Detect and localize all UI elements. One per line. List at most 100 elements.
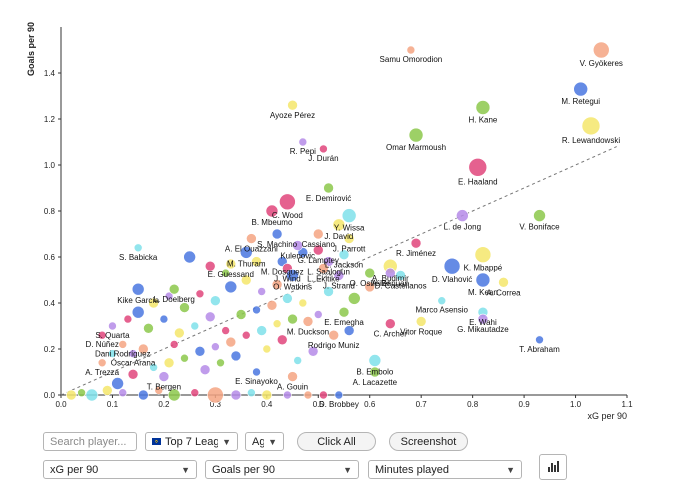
data-point bbox=[108, 349, 117, 358]
data-point bbox=[286, 269, 299, 282]
data-point bbox=[108, 321, 117, 331]
data-point bbox=[247, 388, 256, 398]
data-point bbox=[581, 116, 601, 136]
data-point bbox=[224, 280, 238, 294]
data-point bbox=[168, 283, 180, 295]
point-label: J. Durán bbox=[308, 154, 338, 163]
y-axis-select[interactable]: Goals per 90 ▼ bbox=[205, 460, 359, 479]
data-point bbox=[261, 389, 273, 401]
data-point bbox=[246, 233, 257, 244]
point-label: S. Babicka bbox=[119, 253, 158, 262]
point-label: L. Doelberg bbox=[154, 295, 195, 304]
x-axis-select[interactable]: xG per 90 ▼ bbox=[43, 460, 197, 479]
scatter-chart: 0.0 0.1 0.2 0.3 0.4 0.5 0.6 0.7 0.8 0.9 1.0 1.1 0.0 0… bbox=[26, 22, 633, 421]
data-point bbox=[307, 345, 319, 357]
data-point bbox=[293, 356, 302, 365]
chevron-down-icon: ▼ bbox=[222, 436, 231, 447]
chevron-down-icon: ▼ bbox=[268, 436, 277, 447]
data-point bbox=[292, 240, 303, 251]
point-label: M. Dosquez bbox=[261, 268, 304, 277]
data-point bbox=[533, 209, 546, 222]
data-point bbox=[128, 349, 138, 358]
data-point bbox=[159, 314, 169, 324]
x-tick-label: 1.0 bbox=[570, 400, 582, 409]
data-point bbox=[468, 158, 488, 177]
data-point bbox=[410, 237, 422, 249]
data-point bbox=[271, 228, 283, 240]
x-tick-label: 0.5 bbox=[313, 400, 325, 409]
data-point bbox=[241, 330, 251, 340]
data-point bbox=[252, 305, 261, 315]
point-label: D. Vlahović bbox=[432, 275, 472, 284]
data-point bbox=[65, 389, 77, 401]
point-label: Kulenovic bbox=[280, 252, 315, 261]
search-input[interactable] bbox=[43, 432, 137, 451]
league-select[interactable]: Top 7 Leagues ▼ bbox=[145, 432, 238, 451]
data-point bbox=[235, 309, 247, 320]
age-select[interactable]: Age ▼ bbox=[245, 432, 284, 451]
data-point bbox=[190, 321, 200, 331]
eu-flag-icon bbox=[152, 438, 161, 445]
data-point bbox=[174, 327, 185, 339]
point-label: Óscar Arana bbox=[111, 359, 156, 368]
point-label: V. Gyökeres bbox=[580, 59, 623, 68]
data-point bbox=[347, 292, 361, 305]
screenshot-button[interactable]: Screenshot bbox=[389, 432, 468, 451]
data-point bbox=[475, 100, 491, 115]
data-point bbox=[573, 81, 588, 97]
data-point bbox=[298, 137, 308, 147]
data-point bbox=[312, 244, 324, 256]
data-point bbox=[287, 371, 298, 382]
data-point bbox=[385, 267, 396, 279]
data-point bbox=[230, 350, 242, 362]
click-all-button[interactable]: Click All bbox=[297, 432, 376, 451]
data-point bbox=[341, 208, 357, 223]
x-axis-select-value: xG per 90 bbox=[50, 463, 99, 476]
data-point bbox=[225, 336, 237, 348]
data-point bbox=[240, 274, 252, 286]
data-point bbox=[343, 325, 355, 336]
point-label: A. Barjuan bbox=[372, 279, 409, 288]
screenshot-label: Screenshot bbox=[400, 435, 457, 448]
data-point bbox=[287, 99, 298, 111]
point-label: B. Embolo bbox=[356, 368, 393, 377]
data-point bbox=[183, 250, 196, 264]
size-select-value: Minutes played bbox=[375, 463, 449, 476]
points[interactable] bbox=[65, 41, 610, 404]
data-point bbox=[194, 345, 206, 357]
point-label: L. Ekitike bbox=[307, 275, 340, 284]
data-point bbox=[180, 353, 189, 363]
data-point bbox=[333, 270, 345, 281]
point-labels: V. Gyökeres Samu Omorodion M. Retegui Ayoze… bbox=[85, 55, 623, 409]
data-point bbox=[287, 313, 298, 325]
x-tick-label: 0.8 bbox=[467, 400, 479, 409]
bar-chart-icon[interactable] bbox=[539, 454, 567, 480]
point-label: E. Guessand bbox=[208, 270, 254, 279]
data-point bbox=[204, 260, 216, 272]
data-point bbox=[210, 295, 221, 307]
y-tick-label: 1.4 bbox=[44, 69, 56, 78]
x-tick-label: 0.4 bbox=[261, 400, 273, 409]
point-label: Cassiano bbox=[302, 240, 336, 249]
data-point bbox=[474, 246, 492, 263]
point-label: S. Quarta bbox=[95, 331, 130, 340]
point-label: C. Wood bbox=[272, 211, 303, 220]
point-label: A. Trezza bbox=[85, 368, 119, 377]
data-point bbox=[164, 291, 174, 301]
x-tick-label: 0.7 bbox=[416, 400, 428, 409]
data-point bbox=[143, 322, 154, 334]
point-label: S. Machino bbox=[257, 240, 298, 249]
data-point bbox=[131, 282, 145, 296]
data-point bbox=[364, 281, 376, 293]
data-point bbox=[149, 363, 158, 372]
data-point bbox=[437, 296, 447, 306]
point-label: J. Wind bbox=[274, 275, 301, 284]
data-point bbox=[271, 279, 283, 290]
x-tick-label: 0.9 bbox=[519, 400, 531, 409]
x-tick-label: 0.6 bbox=[364, 400, 376, 409]
data-point bbox=[369, 366, 381, 378]
size-select[interactable]: Minutes played ▼ bbox=[368, 460, 522, 479]
y-axis-label: Goals per 90 bbox=[26, 22, 36, 76]
point-label: M. Duckson bbox=[287, 327, 329, 336]
data-point bbox=[266, 299, 278, 311]
